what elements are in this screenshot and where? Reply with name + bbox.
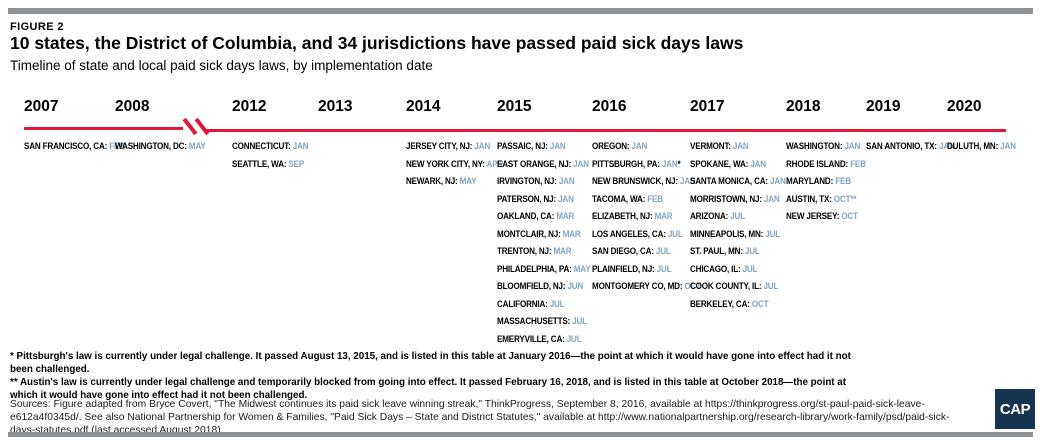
timeline-column-2008: 2008 WASHINGTON, DC: MAY (115, 98, 216, 158)
year-label: 2016 (592, 98, 627, 115)
timeline-entry: PHILADELPHIA, PA: MAY (497, 263, 591, 274)
timeline-column-2007: 2007 SAN FRANCISCO, CA: FEB (24, 98, 136, 158)
timeline-entry: VERMONT: JAN (690, 141, 749, 151)
entry-list: JERSEY CITY, NJ: JAN NEW YORK CITY, NY: A… (406, 140, 514, 193)
timeline-entry: COOK COUNTY, IL: JUL (690, 281, 779, 291)
timeline-column-2014: 2014 JERSEY CITY, NJ: JAN NEW YORK CITY, N… (406, 98, 514, 193)
timeline-entry: EAST ORANGE, NJ: JAN (497, 158, 589, 169)
entry-list: WASHINGTON, DC: MAY (115, 140, 216, 158)
timeline-entry: PLAINFIELD, NJ: JUL (592, 263, 672, 274)
footnotes: * Pittsburgh's law is currently under le… (10, 351, 868, 403)
entry-list: SAN FRANCISCO, CA: FEB (24, 140, 136, 158)
timeline-entry: CONNECTICUT: JAN (232, 141, 309, 151)
timeline-column-2013: 2013 (318, 98, 352, 140)
entry-list: VERMONT: JAN SPOKANE, WA: JAN SANTA MONICA… (690, 140, 796, 315)
timeline-entry: BLOOMFIELD, NJ: JUN (497, 281, 584, 291)
entry-list: SAN ANTONIO, TX: JAN (866, 140, 965, 158)
timeline-entry: PATERSON, NJ: JAN (497, 193, 574, 204)
top-divider-bar (8, 8, 1033, 14)
page-subtitle: Timeline of state and local paid sick da… (10, 58, 433, 73)
year-label: 2015 (497, 98, 532, 115)
timeline-entry: SAN FRANCISCO, CA: FEB (24, 141, 125, 151)
timeline-entry: SPOKANE, WA: JAN (690, 158, 766, 169)
entry-list: OREGON: JAN PITTSBURGH, PA: JAN* NEW BRUNS… (592, 140, 713, 298)
timeline-entry: WASHINGTON, DC: MAY (115, 141, 206, 151)
timeline-entry: RHODE ISLAND: FEB (786, 158, 866, 169)
entry-list: WASHINGTON: JAN RHODE ISLAND: FEB MARYLAND… (786, 140, 875, 228)
year-label: 2007 (24, 98, 59, 115)
timeline-entry: WASHINGTON: JAN (786, 141, 861, 151)
timeline-axis-right (207, 129, 1006, 132)
bottom-divider-bar (8, 432, 1033, 437)
timeline-entry: ARIZONA: JUL (690, 211, 745, 221)
year-label: 2017 (690, 98, 725, 115)
timeline-entry: NEWARK, NJ: MAY (406, 176, 477, 186)
year-label: 2013 (318, 98, 353, 115)
timeline-entry: EMERYVILLE, CA: JUL (497, 333, 582, 344)
cap-logo-text: CAP (999, 400, 1031, 418)
timeline-entry: TRENTON, NJ: MAR (497, 246, 572, 256)
timeline-entry: NEW JERSEY: OCT (786, 211, 858, 221)
year-label: 2012 (232, 98, 267, 115)
entry-list: CONNECTICUT: JAN SEATTLE, WA: SEP (232, 140, 317, 175)
sources-text: Sources: Figure adapted from Bryce Cover… (10, 399, 950, 436)
timeline-column-2019: 2019 SAN ANTONIO, TX: JAN (866, 98, 965, 158)
timeline-entry: SAN ANTONIO, TX: JAN (866, 141, 955, 151)
timeline-column-2016: 2016 OREGON: JAN PITTSBURGH, PA: JAN* NEW B… (592, 98, 713, 298)
timeline-entry: JERSEY CITY, NJ: JAN (406, 141, 491, 151)
year-label: 2019 (866, 98, 901, 115)
timeline-entry: SAN DIEGO, CA: JUL (592, 246, 671, 256)
footnote-austin: ** Austin's law is currently under legal… (10, 377, 846, 401)
timeline-entry: NEW YORK CITY, NY: APR (406, 158, 504, 169)
timeline-column-2020: 2020 DULUTH, MN: JAN (947, 98, 1024, 158)
timeline-entry: CALIFORNIA: JUL (497, 298, 565, 309)
timeline-entry: ELIZABETH, NJ: MAR (592, 211, 673, 221)
timeline-entry: MORRISTOWN, NJ: JAN (690, 193, 780, 204)
timeline-entry: LOS ANGELES, CA: JUL (592, 228, 683, 239)
timeline-entry: OREGON: JAN (592, 141, 648, 151)
timeline-entry: SANTA MONICA, CA: JAN (690, 176, 786, 186)
timeline-entry: PITTSBURGH, PA: JAN* (592, 158, 681, 169)
timeline-column-2017: 2017 VERMONT: JAN SPOKANE, WA: JAN SANTA MO… (690, 98, 796, 315)
timeline-entry: OAKLAND, CA: MAR (497, 211, 575, 221)
timeline-entry: MINNEAPOLIS, MN: JUL (690, 228, 781, 239)
timeline-axis-left (24, 127, 183, 130)
timeline-entry: BERKELEY, CA: OCT (690, 298, 769, 309)
entry-list: PASSAIC, NJ: JAN EAST ORANGE, NJ: JAN IRVI… (497, 140, 601, 350)
entry-list: DULUTH, MN: JAN (947, 140, 1024, 158)
year-label: 2014 (406, 98, 441, 115)
timeline-entry: MARYLAND: FEB (786, 176, 851, 186)
timeline-entry: DULUTH, MN: JAN (947, 141, 1016, 151)
timeline-column-2018: 2018 WASHINGTON: JAN RHODE ISLAND: FEB MARY… (786, 98, 875, 228)
figure-label: FIGURE 2 (10, 21, 64, 33)
year-label: 2020 (947, 98, 982, 115)
year-label: 2008 (115, 98, 150, 115)
timeline-entry: SEATTLE, WA: SEP (232, 158, 305, 169)
year-label: 2018 (786, 98, 821, 115)
timeline-entry: CHICAGO, IL: JUL (690, 263, 758, 274)
page-title: 10 states, the District of Columbia, and… (10, 33, 744, 53)
timeline-entry: MASSACHUSETTS: JUL (497, 316, 587, 326)
footnote-pittsburgh: * Pittsburgh's law is currently under le… (10, 351, 851, 375)
timeline-entry: MONTGOMERY CO, MD: OCT (592, 281, 701, 291)
timeline-entry: IRVINGTON, NJ: JAN (497, 176, 575, 186)
timeline-entry: PASSAIC, NJ: JAN (497, 141, 566, 151)
timeline-entry: TACOMA, WA: FEB (592, 193, 663, 204)
timeline-entry: NEW BRUNSWICK, NJ: JAN (592, 176, 696, 186)
timeline-entry: ST. PAUL, MN: JUL (690, 246, 760, 256)
timeline-column-2015: 2015 PASSAIC, NJ: JAN EAST ORANGE, NJ: JAN… (497, 98, 601, 350)
timeline-column-2012: 2012 CONNECTICUT: JAN SEATTLE, WA: SEP (232, 98, 317, 175)
timeline-entry: AUSTIN, TX: OCT** (786, 193, 857, 204)
timeline-entry: MONTCLAIR, NJ: MAR (497, 228, 581, 239)
cap-logo: CAP (995, 389, 1035, 429)
